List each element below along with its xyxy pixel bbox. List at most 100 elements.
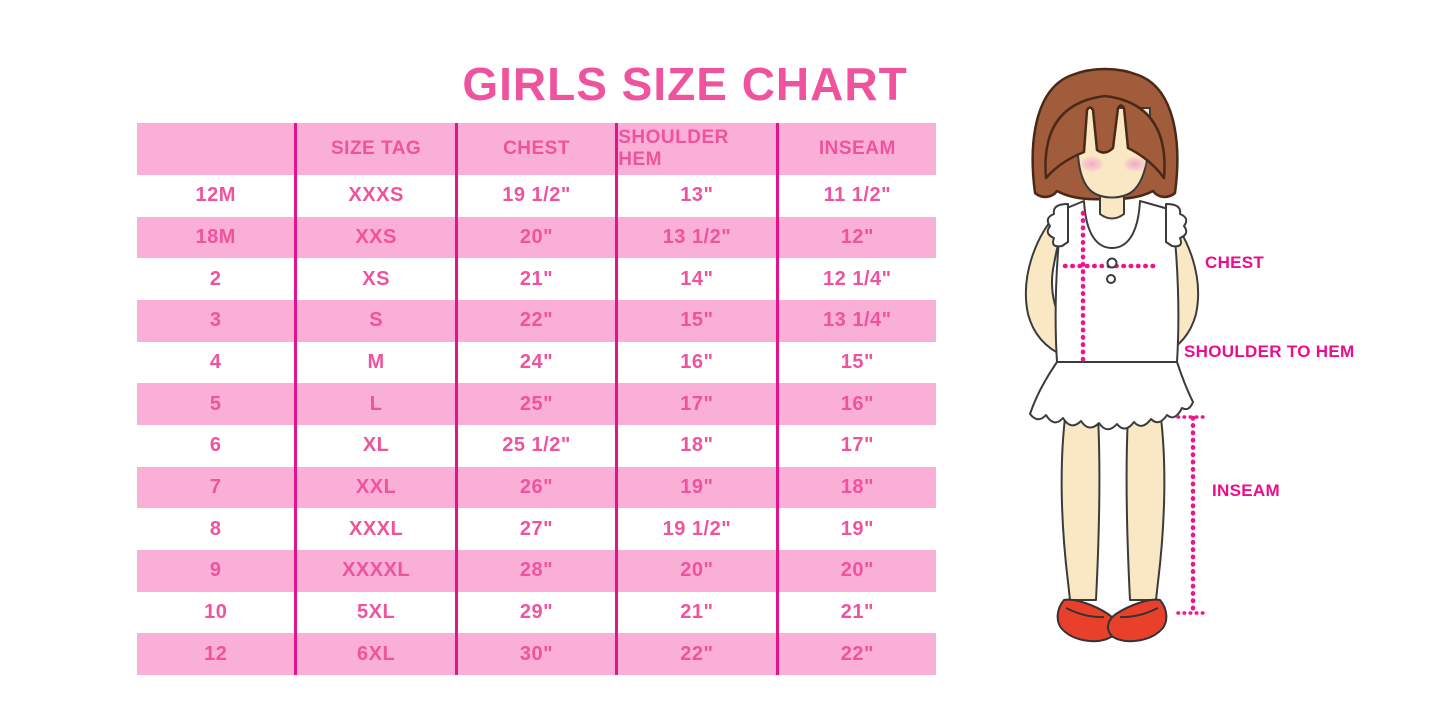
- table-cell: 9: [209, 559, 222, 582]
- page-title: GIRLS SIZE CHART: [462, 57, 908, 110]
- table-cell: 20": [454, 216, 615, 259]
- table-cell: XL: [294, 425, 454, 467]
- girl-illustration: [1024, 67, 1208, 643]
- right-shoulder-ruffle: [1165, 203, 1188, 248]
- table-cell: 6: [209, 434, 222, 457]
- table-cell: 16": [615, 341, 775, 384]
- chest-measurement-label: CHEST: [1205, 253, 1265, 272]
- table-row: 12M XXXS 19 1/2" 13" 11 1/2": [137, 175, 936, 217]
- table-cell: S: [294, 300, 454, 342]
- peplum-skirt: [1029, 361, 1194, 431]
- table-cell: 21": [615, 591, 775, 634]
- table-row: 8 XXXL 27" 19 1/2" 19": [137, 508, 936, 551]
- table-cell: 15": [775, 341, 936, 384]
- table-cell: 17": [615, 383, 775, 426]
- table-cell: M: [294, 341, 454, 384]
- table-cell: 19": [775, 508, 936, 551]
- table-row: 18M XXS 20" 13 1/2" 12": [137, 216, 936, 259]
- table-cell: 28": [454, 550, 615, 592]
- bottom-button: [1106, 274, 1116, 284]
- table-cell: 21": [454, 258, 615, 301]
- table-cell: 5: [209, 392, 222, 415]
- table-row: 3 S 22" 15" 13 1/4": [137, 300, 936, 342]
- table-cell: 6XL: [294, 633, 454, 676]
- table-cell: 14": [615, 258, 775, 301]
- table-cell: 12: [204, 642, 228, 665]
- size-chart-table: SIZE TAG CHEST SHOULDER HEM INSEAM 12M XX…: [137, 123, 936, 676]
- table-cell: XXS: [294, 216, 454, 259]
- table-cell: 5XL: [294, 591, 454, 634]
- right-leg: [1125, 409, 1166, 601]
- table-cell: XXXL: [294, 508, 454, 551]
- table-cell: 4: [209, 351, 222, 374]
- table-cell: 20": [615, 550, 775, 592]
- right-shoe-strap: [1119, 607, 1159, 619]
- table-cell: 13": [615, 175, 775, 217]
- header-cell-inseam: INSEAM: [775, 123, 936, 175]
- table-cell: 17": [775, 425, 936, 467]
- table-header-row: SIZE TAG CHEST SHOULDER HEM INSEAM: [137, 123, 936, 175]
- table-cell: 12M: [195, 184, 236, 207]
- table-cell: 27": [454, 508, 615, 551]
- table-row: 9 XXXXL 28" 20" 20": [137, 550, 936, 592]
- left-shoe-strap: [1065, 607, 1105, 619]
- table-row: 7 XXL 26" 19" 18": [137, 466, 936, 509]
- table-cell: XXXXL: [294, 550, 454, 592]
- table-row: 6 XL 25 1/2" 18" 17": [137, 425, 936, 467]
- table-cell: 12 1/4": [775, 258, 936, 301]
- shoulder-to-hem-measurement-label: SHOULDER TO HEM: [1184, 342, 1355, 361]
- table-cell: 7: [209, 476, 222, 499]
- measurement-figure: CHEST SHOULDER TO HEM INSEAM: [1000, 60, 1445, 700]
- table-cell: 22": [615, 633, 775, 676]
- table-cell: 21": [775, 591, 936, 634]
- table-cell: 20": [775, 550, 936, 592]
- table-cell: 2: [209, 267, 222, 290]
- table-cell: 24": [454, 341, 615, 384]
- table-cell: L: [294, 383, 454, 426]
- table-cell: 10: [204, 601, 228, 624]
- table-row: 12 6XL 30" 22" 22": [137, 633, 936, 676]
- table-row: 10 5XL 29" 21" 21": [137, 591, 936, 634]
- table-cell: 15": [615, 300, 775, 342]
- table-cell: XXXS: [294, 175, 454, 217]
- table-cell: 19": [615, 466, 775, 509]
- table-cell: 22": [454, 300, 615, 342]
- table-cell: 25": [454, 383, 615, 426]
- table-cell: 29": [454, 591, 615, 634]
- table-cell: XS: [294, 258, 454, 301]
- header-cell-chest: CHEST: [454, 123, 615, 175]
- header-cell-shoulder-hem: SHOULDER HEM: [615, 123, 775, 175]
- table-row: 2 XS 21" 14" 12 1/4": [137, 258, 936, 301]
- table-cell: XXL: [294, 466, 454, 509]
- right-shoe: [1107, 598, 1168, 643]
- header-cell-size: [137, 123, 294, 175]
- table-cell: 18": [775, 466, 936, 509]
- table-cell: 13 1/4": [775, 300, 936, 342]
- table-cell: 13 1/2": [615, 216, 775, 259]
- header-cell-size-tag: SIZE TAG: [294, 123, 454, 175]
- table-cell: 11 1/2": [775, 175, 936, 217]
- inseam-measurement-label: INSEAM: [1212, 481, 1280, 500]
- bangs: [1044, 94, 1166, 180]
- table-row: 4 M 24" 16" 15": [137, 341, 936, 384]
- left-cheek-blush: [1080, 156, 1104, 172]
- table-cell: 18M: [195, 226, 236, 248]
- table-cell: 19 1/2": [454, 175, 615, 217]
- table-cell: 30": [454, 633, 615, 676]
- left-shoe: [1056, 598, 1117, 643]
- top-button: [1106, 257, 1118, 269]
- left-shoulder-ruffle: [1046, 203, 1069, 248]
- table-cell: 18": [615, 425, 775, 467]
- table-cell: 26": [454, 466, 615, 509]
- table-cell: 12": [775, 216, 936, 259]
- right-cheek-blush: [1123, 156, 1147, 172]
- table-cell: 8: [209, 517, 222, 540]
- table-cell: 22": [775, 633, 936, 676]
- top-garment: [1054, 200, 1180, 363]
- table-cell: 16": [775, 383, 936, 426]
- table-cell: 25 1/2": [454, 425, 615, 467]
- table-cell: 3: [209, 309, 222, 332]
- table-row: 5 L 25" 17" 16": [137, 383, 936, 426]
- table-cell: 19 1/2": [615, 508, 775, 551]
- left-leg: [1060, 409, 1101, 601]
